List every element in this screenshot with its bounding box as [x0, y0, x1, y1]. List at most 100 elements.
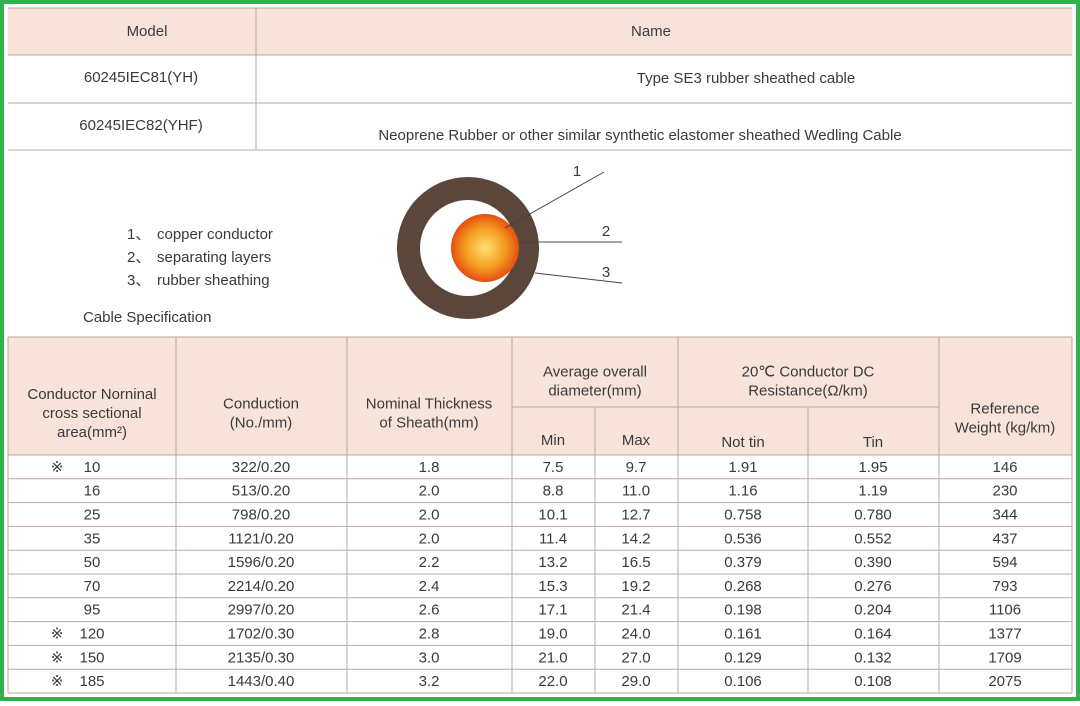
data-cell: 13.2	[538, 554, 567, 571]
data-cell: 2.0	[419, 530, 440, 547]
data-cell: 27.0	[621, 649, 650, 666]
data-cell: 22.0	[538, 673, 567, 690]
diagram-label: 3	[602, 264, 610, 281]
data-cell: 185	[79, 673, 104, 690]
header-cell: Reference	[970, 400, 1039, 417]
data-cell: 29.0	[621, 673, 650, 690]
data-cell: 1121/0.20	[228, 530, 294, 547]
data-cell: 19.2	[621, 578, 650, 595]
data-cell: 150	[79, 649, 104, 666]
data-cell: 2.4	[419, 578, 440, 595]
data-cell: 1596/0.20	[228, 554, 295, 571]
legend-text: copper conductor	[157, 226, 273, 243]
data-cell: 322/0.20	[232, 459, 290, 476]
data-cell: 1.91	[728, 459, 757, 476]
data-cell: 146	[992, 459, 1017, 476]
section-title: Cable Specification	[83, 309, 211, 326]
header-cell: Max	[622, 432, 651, 449]
data-cell: 1709	[988, 649, 1021, 666]
data-cell: 0.108	[854, 673, 892, 690]
data-cell: 798/0.20	[232, 506, 290, 523]
data-cell: 24.0	[621, 625, 650, 642]
legend-num: 3、	[127, 272, 150, 289]
cable-diagram	[397, 171, 623, 319]
data-cell: 17.1	[538, 602, 567, 619]
legend-text: separating layers	[157, 249, 271, 266]
data-cell: 15.3	[538, 578, 567, 595]
data-cell: 12.7	[621, 506, 650, 523]
data-cell: 0.390	[854, 554, 892, 571]
header-cell: Average overall	[543, 363, 647, 380]
data-cell: 2214/0.20	[228, 578, 295, 595]
data-cell: 0.204	[854, 602, 892, 619]
data-cell: 0.379	[724, 554, 762, 571]
data-cell: 2.0	[419, 506, 440, 523]
data-cell: 0.780	[854, 506, 892, 523]
data-cell: 10.1	[538, 506, 567, 523]
data-cell: 35	[84, 530, 101, 547]
data-cell: 513/0.20	[232, 483, 290, 500]
data-cell: 0.161	[724, 625, 762, 642]
header-cell: Not tin	[721, 434, 764, 451]
diagram-label: 2	[602, 223, 610, 240]
row-note: ※	[51, 673, 64, 690]
data-cell: 1.8	[419, 459, 440, 476]
model-header-bg	[8, 8, 1072, 55]
data-cell: 793	[992, 578, 1017, 595]
data-cell: 344	[992, 506, 1017, 523]
data-cell: 0.268	[724, 578, 762, 595]
header-cell: Tin	[863, 434, 883, 451]
data-cell: 1106	[989, 602, 1021, 619]
data-cell: 11.0	[622, 483, 650, 500]
data-cell: 1.95	[858, 459, 887, 476]
data-cell: 437	[992, 530, 1017, 547]
data-cell: 9.7	[626, 459, 647, 476]
data-cell: 25	[84, 506, 101, 523]
header-cell: of Sheath(mm)	[379, 414, 478, 431]
header-cell: Name	[631, 23, 671, 40]
header-cell: 20℃ Conductor DC	[742, 363, 875, 380]
data-cell: 0.536	[724, 530, 762, 547]
header-cell: diameter(mm)	[548, 382, 641, 399]
legend-num: 2、	[127, 249, 150, 266]
data-cell: 10	[84, 459, 101, 476]
data-cell: 8.8	[543, 483, 564, 500]
data-cell: 2.2	[419, 554, 440, 571]
legend-num: 1、	[127, 226, 150, 243]
data-cell: 21.0	[538, 649, 567, 666]
header-cell: area(mm²)	[57, 424, 127, 441]
header-cell: (No./mm)	[230, 414, 293, 431]
header-cell: Conduction	[223, 395, 299, 412]
spec-header-bg	[8, 337, 1072, 455]
row-note: ※	[51, 625, 64, 642]
diagram-label: 1	[573, 163, 581, 180]
data-cell: 1443/0.40	[228, 673, 295, 690]
data-cell: 0.164	[854, 625, 892, 642]
data-cell: 120	[79, 625, 104, 642]
data-cell: 1.19	[858, 483, 887, 500]
header-cell: Nominal Thickness	[366, 395, 492, 412]
data-cell: 95	[84, 602, 101, 619]
data-cell: 21.4	[621, 602, 650, 619]
data-cell: 2135/0.30	[228, 649, 295, 666]
data-cell: 0.198	[724, 602, 762, 619]
data-cell: 3.2	[419, 673, 440, 690]
data-cell: 2.6	[419, 602, 440, 619]
header-cell: Weight (kg/km)	[955, 419, 1056, 436]
data-cell: 0.276	[854, 578, 892, 595]
model-cell: 60245IEC82(YHF)	[79, 117, 202, 134]
data-cell: 0.758	[724, 506, 762, 523]
data-cell: 230	[992, 483, 1017, 500]
data-cell: 594	[992, 554, 1017, 571]
data-cell: 16	[84, 483, 101, 500]
row-note: ※	[51, 649, 64, 666]
data-cell: 2.0	[419, 483, 440, 500]
data-cell: 19.0	[538, 625, 567, 642]
header-cell: Model	[127, 23, 168, 40]
data-cell: 3.0	[419, 649, 440, 666]
table-lines	[7, 7, 1073, 694]
data-cell: 11.4	[539, 530, 567, 547]
row-note: ※	[51, 459, 64, 476]
